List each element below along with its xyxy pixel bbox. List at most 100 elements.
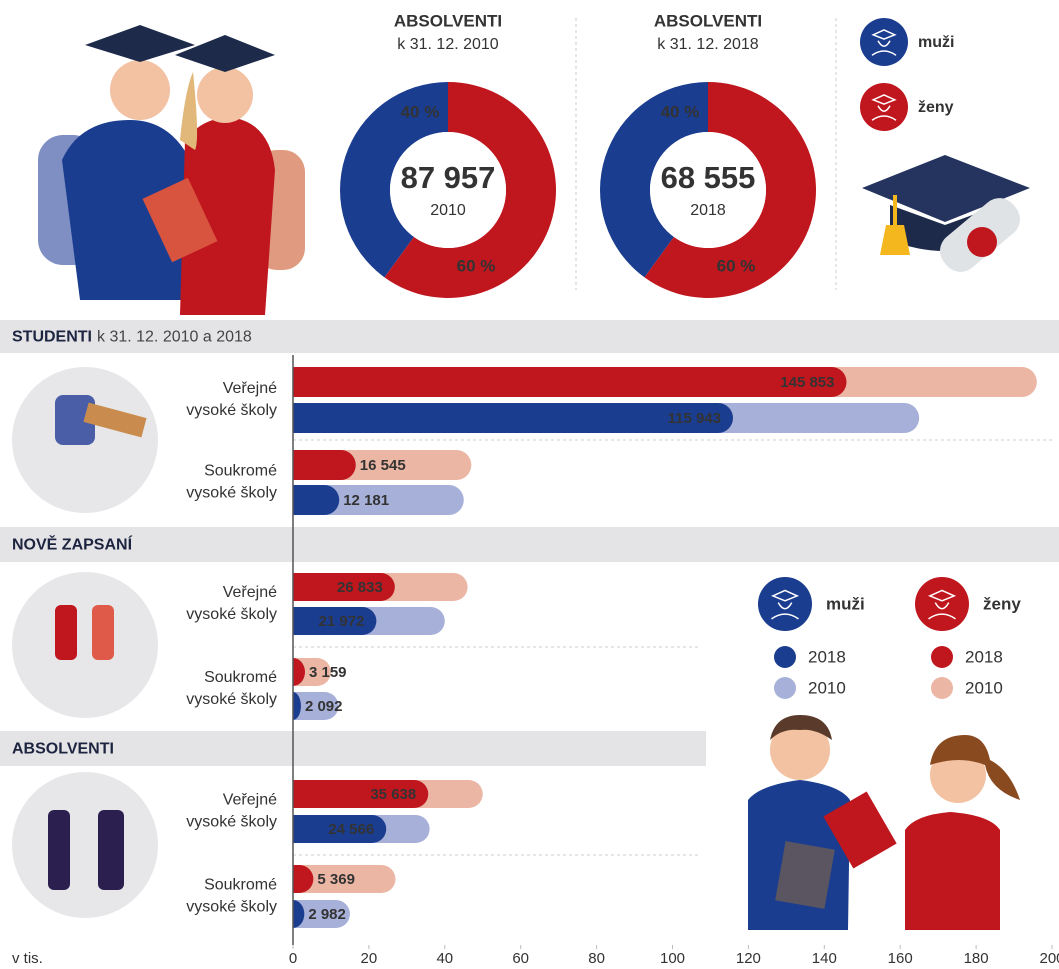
section-heading: NOVĚ ZAPSANÍ <box>12 535 133 554</box>
bar <box>293 607 377 635</box>
bar <box>293 780 429 808</box>
category-label: Veřejné <box>223 792 277 809</box>
bar <box>293 900 350 929</box>
category-label: vysoké školy <box>186 485 277 502</box>
category-label: Veřejné <box>223 584 277 601</box>
legend-item-label: 2010 <box>808 678 846 697</box>
legend-swatch <box>774 677 796 699</box>
x-tick-label: 160 <box>888 950 913 967</box>
donut-value-label: 40 % <box>401 102 440 121</box>
legend-swatch <box>931 677 953 699</box>
legend-item-label: 2010 <box>965 678 1003 697</box>
category-label: Veřejné <box>223 380 277 397</box>
legend-icon <box>860 83 908 131</box>
donut-value-label: 40 % <box>661 102 700 121</box>
bar-value-label: 3 159 <box>309 664 347 681</box>
x-tick-label: 100 <box>660 950 685 967</box>
cap-illustration <box>862 155 1030 272</box>
category-label: vysoké školy <box>186 691 277 708</box>
legend-icon-glyph <box>871 29 897 56</box>
bar-value-label: 12 181 <box>343 492 389 509</box>
category-label: Soukromé <box>204 877 277 894</box>
legend-icon-glyph <box>871 94 897 121</box>
bar-value-label: 145 853 <box>780 374 834 391</box>
bar-value-label: 2 982 <box>308 906 346 923</box>
bar-value-label: 16 545 <box>360 457 406 474</box>
bar <box>293 815 387 843</box>
legend-item-label: 2018 <box>808 647 846 666</box>
x-tick-label: 200 <box>1039 950 1059 967</box>
x-tick-label: 120 <box>736 950 761 967</box>
couple-illustration <box>748 715 1020 930</box>
category-label: vysoké školy <box>186 899 277 916</box>
donut-segment <box>599 82 708 278</box>
section-title: STUDENTI <box>12 329 92 346</box>
donut-hole <box>650 132 766 248</box>
category-label: Soukromé <box>204 669 277 686</box>
donut-center-label: 2010 <box>430 202 466 219</box>
category-label: vysoké školy <box>186 606 277 623</box>
bar <box>293 403 734 433</box>
bar <box>293 900 305 929</box>
donut-total: 87 957 <box>401 160 496 195</box>
donut-segment <box>340 82 448 278</box>
legend-item-label: 2018 <box>965 647 1003 666</box>
donut-subtitle: k 31. 12. 2010 <box>397 36 499 53</box>
bar <box>293 450 356 480</box>
x-tick-label: 40 <box>436 950 453 967</box>
legend-label: ženy <box>983 594 1021 613</box>
donut-value-label: 60 % <box>717 257 756 276</box>
bar-value-label: 115 943 <box>668 410 721 427</box>
x-tick-label: 20 <box>361 950 378 967</box>
section-heading: ABSOLVENTI <box>12 741 114 758</box>
bar-value-label: 24 566 <box>328 821 374 838</box>
category-label: vysoké školy <box>186 402 277 419</box>
section-header <box>0 731 706 766</box>
x-tick-label: 140 <box>812 950 837 967</box>
donut-hole <box>390 132 506 248</box>
x-tick-label: 0 <box>289 950 297 967</box>
donut-segment <box>384 82 556 298</box>
legend-swatch <box>931 646 953 668</box>
x-tick-label: 180 <box>964 950 989 967</box>
x-tick-label: 60 <box>512 950 529 967</box>
bar <box>293 865 396 893</box>
bar <box>293 865 314 893</box>
section-subtitle: k 31. 12. 2010 a 2018 <box>97 329 252 346</box>
donut-title: ABSOLVENTI <box>654 11 762 30</box>
donut-value-label: 60 % <box>457 257 496 276</box>
legend-icon <box>758 577 812 631</box>
bar <box>293 485 340 515</box>
bar-value-label: 21 972 <box>318 613 364 630</box>
bar <box>293 367 847 397</box>
donut-segment <box>644 82 817 298</box>
icon-panels <box>12 367 158 918</box>
legend-icon-glyph <box>927 589 957 620</box>
legend-icon <box>915 577 969 631</box>
bar <box>293 573 395 601</box>
legend-label: ženy <box>918 99 954 116</box>
legend-icon-glyph <box>770 589 800 620</box>
students-illustration <box>38 25 305 315</box>
legend-label: muži <box>826 594 865 613</box>
section-title: ABSOLVENTI <box>12 741 114 758</box>
section-header <box>0 527 1059 562</box>
bar-value-label: 35 638 <box>370 786 416 803</box>
section-header <box>0 320 1059 353</box>
donut-center-label: 2018 <box>690 202 726 219</box>
bar-value-label: 26 833 <box>337 579 383 596</box>
bar <box>293 658 305 686</box>
bar <box>293 692 301 720</box>
category-label: vysoké školy <box>186 814 277 831</box>
section-heading: STUDENTI k 31. 12. 2010 a 2018 <box>12 329 252 346</box>
x-axis-label: v tis. <box>12 950 43 967</box>
bar <box>293 692 339 720</box>
section-title: NOVĚ ZAPSANÍ <box>12 535 133 554</box>
legend-swatch <box>774 646 796 668</box>
category-label: Soukromé <box>204 463 277 480</box>
donut-title: ABSOLVENTI <box>394 11 502 30</box>
bar-value-label: 5 369 <box>317 871 355 888</box>
legend-label: muži <box>918 34 954 51</box>
legend-icon <box>860 18 908 66</box>
